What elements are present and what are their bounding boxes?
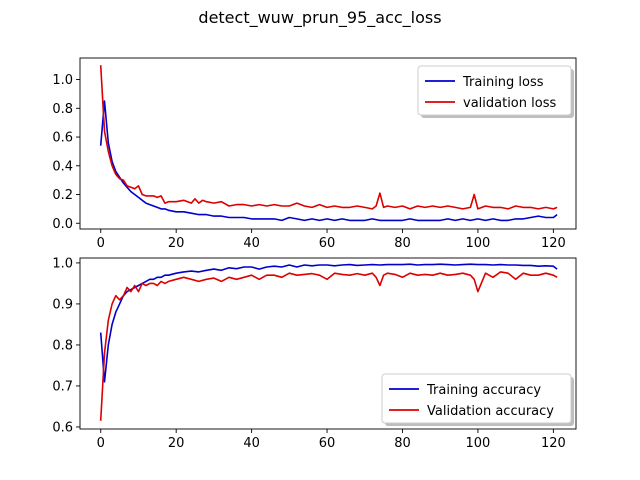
x-tick-label: 120: [541, 436, 566, 451]
legend: Training loss validation loss: [417, 65, 574, 118]
legend-label: Training accuracy: [426, 383, 541, 398]
x-tick-label: 80: [394, 436, 411, 451]
legend: Training accuracy Validation accuracy: [381, 373, 574, 426]
y-tick-label: 0.2: [52, 188, 73, 203]
x-tick-label: 0: [97, 236, 105, 251]
y-tick-label: 0.8: [52, 338, 73, 353]
x-tick-label: 100: [466, 436, 491, 451]
series-line-training-accuracy: [99, 263, 558, 383]
x-tick-label: 20: [168, 436, 185, 451]
y-tick-label: 1.0: [52, 73, 73, 88]
legend-label: validation loss: [463, 96, 556, 111]
x-tick-label: 20: [168, 236, 185, 251]
y-tick-label: 0.7: [52, 379, 73, 394]
x-tick-label: 120: [541, 236, 566, 251]
y-tick-label: 0.6: [52, 131, 73, 146]
x-tick-label: 80: [394, 236, 411, 251]
legend-label: Validation accuracy: [427, 404, 554, 419]
axes-frame: [79, 57, 577, 230]
x-tick-label: 0: [97, 436, 105, 451]
y-tick-label: 0.4: [52, 159, 73, 174]
legend-label: Training loss: [462, 75, 544, 90]
x-tick-label: 40: [243, 236, 260, 251]
legend-box: [417, 65, 572, 116]
y-tick-label: 0.9: [52, 297, 73, 312]
loss-subplot: 0 20 40 60 80 100 120 0.0 0.2 0.4 0.6 0.8 1.0 Trainin…: [52, 57, 577, 251]
x-tick-label: 100: [466, 236, 491, 251]
series-line-validation-accuracy: [99, 271, 558, 421]
legend-box: [381, 373, 572, 424]
x-tick-label: 40: [243, 436, 260, 451]
y-tick-label: 0.0: [52, 217, 73, 232]
x-tick-label: 60: [319, 236, 336, 251]
figure-title: detect_wuw_prun_95_acc_loss: [198, 8, 442, 27]
series-line-validation-loss: [99, 65, 558, 210]
y-tick-label: 0.8: [52, 102, 73, 117]
axes-frame: [79, 257, 577, 430]
y-tick-label: 1.0: [52, 256, 73, 271]
series-line-training-loss: [99, 100, 558, 222]
x-tick-label: 60: [319, 436, 336, 451]
accuracy-subplot: 0 20 40 60 80 100 120 0.6 0.7 0.8 0.9 1.0 Training a…: [52, 256, 577, 451]
y-tick-label: 0.6: [52, 420, 73, 435]
